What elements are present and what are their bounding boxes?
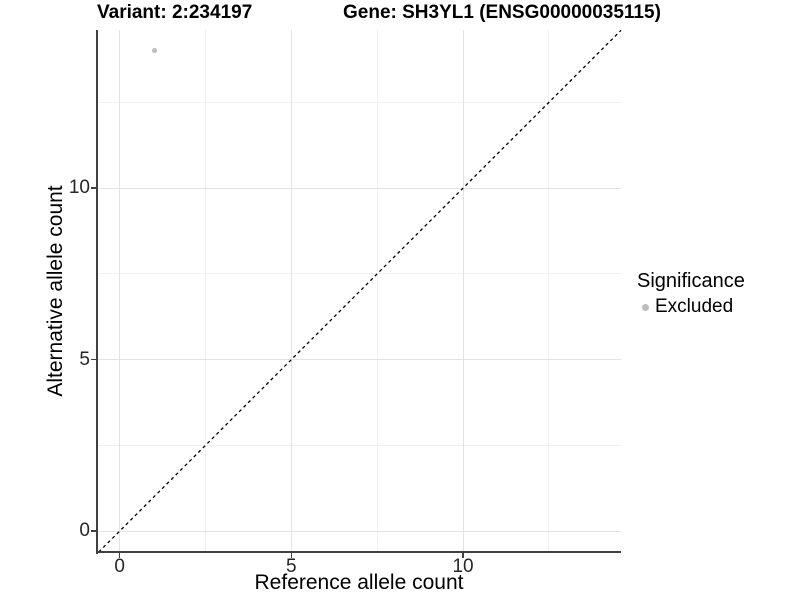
x-tick-mark bbox=[290, 553, 293, 558]
gridline-minor-vertical bbox=[548, 30, 550, 552]
y-tick-mark bbox=[91, 530, 96, 532]
gridline-minor-horizontal bbox=[97, 273, 621, 275]
gridline-major-horizontal bbox=[97, 530, 621, 532]
plot-title-variant: Variant: 2:234197 bbox=[97, 2, 253, 23]
plot-panel bbox=[97, 29, 622, 553]
x-tick-label: 0 bbox=[114, 556, 125, 577]
plot-title-gene: Gene: SH3YL1 (ENSG00000035115) bbox=[343, 2, 661, 23]
gridline-minor-horizontal bbox=[97, 101, 621, 103]
y-tick-label: 10 bbox=[68, 177, 90, 199]
gridline-minor-vertical bbox=[376, 30, 378, 552]
identity-line bbox=[98, 29, 622, 553]
legend: Significance Excluded bbox=[637, 270, 745, 318]
legend-item-label: Excluded bbox=[655, 296, 734, 317]
y-tick-mark bbox=[91, 187, 96, 189]
y-tick-label: 5 bbox=[79, 348, 90, 370]
y-tick-mark bbox=[91, 358, 96, 361]
data-point bbox=[151, 48, 157, 54]
x-tick-mark bbox=[118, 553, 121, 558]
gridline-minor-horizontal bbox=[97, 444, 621, 446]
legend-title: Significance bbox=[637, 270, 745, 292]
x-axis-line bbox=[96, 551, 621, 553]
x-tick-mark bbox=[462, 553, 464, 558]
gridline-major-horizontal bbox=[97, 187, 621, 189]
excluded-point-icon bbox=[642, 303, 649, 311]
x-axis-title: Reference allele count bbox=[254, 571, 464, 594]
x-tick-label: 5 bbox=[286, 556, 297, 577]
gridline-minor-vertical bbox=[205, 30, 206, 552]
y-axis-line bbox=[96, 30, 98, 554]
x-tick-label: 10 bbox=[452, 556, 474, 577]
gridline-major-vertical bbox=[290, 30, 292, 552]
gridline-major-horizontal bbox=[97, 359, 621, 361]
legend-item-excluded: Excluded bbox=[637, 296, 745, 318]
gridline-major-vertical bbox=[119, 30, 121, 552]
gridline-major-vertical bbox=[462, 30, 464, 552]
y-tick-label: 0 bbox=[79, 520, 90, 542]
